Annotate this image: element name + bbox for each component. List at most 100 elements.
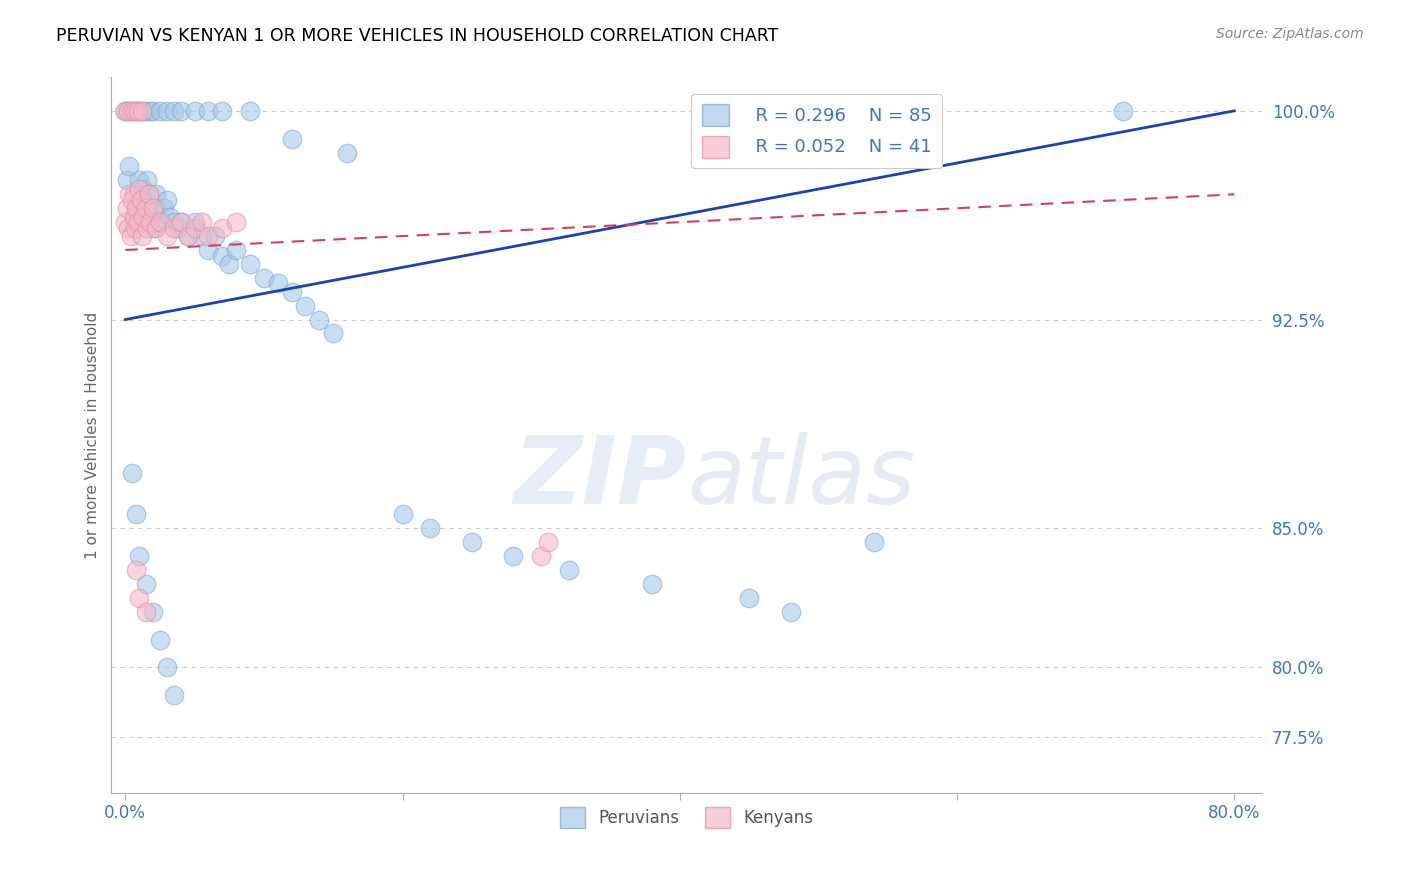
Point [135, 605, 157, 619]
Point [143, 220, 166, 235]
Point [163, 220, 186, 235]
Point [128, 549, 150, 563]
Point [149, 215, 172, 229]
Point [211, 248, 233, 262]
Point [163, 688, 186, 702]
Point [127, 103, 149, 118]
Point [121, 466, 143, 480]
Point [156, 103, 179, 118]
Point [121, 103, 143, 118]
Point [461, 535, 484, 549]
Point [127, 103, 149, 118]
Point [117, 103, 139, 118]
Point [558, 563, 581, 577]
Point [124, 103, 146, 118]
Point [125, 201, 148, 215]
Point [197, 103, 219, 118]
Point [125, 563, 148, 577]
Point [142, 201, 165, 215]
Point [294, 299, 316, 313]
Point [863, 535, 886, 549]
Point [115, 173, 138, 187]
Point [197, 229, 219, 244]
Point [156, 193, 179, 207]
Point [146, 201, 169, 215]
Point [118, 160, 141, 174]
Text: atlas: atlas [686, 433, 915, 524]
Point [641, 577, 664, 591]
Point [211, 103, 233, 118]
Point [134, 193, 156, 207]
Text: Source: ZipAtlas.com: Source: ZipAtlas.com [1216, 27, 1364, 41]
Point [132, 182, 155, 196]
Point [145, 220, 167, 235]
Point [239, 103, 262, 118]
Point [142, 605, 165, 619]
Point [138, 187, 160, 202]
Point [114, 103, 136, 118]
Point [779, 605, 801, 619]
Point [156, 660, 179, 674]
Point [280, 285, 302, 299]
Point [125, 201, 148, 215]
Point [121, 193, 143, 207]
Point [183, 215, 205, 229]
Point [176, 229, 198, 244]
Point [135, 577, 157, 591]
Point [138, 187, 160, 202]
Point [280, 131, 302, 145]
Point [135, 201, 157, 215]
Point [125, 508, 148, 522]
Point [190, 229, 212, 244]
Point [149, 103, 172, 118]
Point [132, 210, 155, 224]
Point [1112, 103, 1135, 118]
Point [129, 215, 152, 229]
Point [131, 103, 153, 118]
Point [163, 215, 186, 229]
Point [225, 243, 247, 257]
Point [142, 103, 165, 118]
Point [153, 201, 176, 215]
Point [149, 632, 172, 647]
Point [118, 187, 141, 202]
Point [537, 535, 560, 549]
Point [267, 277, 290, 291]
Point [170, 103, 193, 118]
Point [197, 243, 219, 257]
Point [149, 215, 172, 229]
Point [183, 103, 205, 118]
Legend: Peruvians, Kenyans: Peruvians, Kenyans [554, 801, 820, 834]
Point [120, 229, 142, 244]
Point [145, 187, 167, 202]
Point [156, 229, 179, 244]
Point [502, 549, 524, 563]
Point [135, 103, 157, 118]
Point [170, 215, 193, 229]
Point [121, 103, 143, 118]
Point [128, 182, 150, 196]
Point [139, 215, 162, 229]
Point [218, 257, 240, 271]
Text: PERUVIAN VS KENYAN 1 OR MORE VEHICLES IN HOUSEHOLD CORRELATION CHART: PERUVIAN VS KENYAN 1 OR MORE VEHICLES IN… [56, 27, 779, 45]
Point [128, 173, 150, 187]
Point [253, 270, 276, 285]
Point [129, 193, 152, 207]
Point [124, 220, 146, 235]
Point [117, 103, 139, 118]
Point [419, 521, 441, 535]
Point [204, 229, 226, 244]
Point [167, 220, 190, 235]
Point [122, 187, 145, 202]
Point [114, 215, 136, 229]
Point [322, 326, 344, 341]
Point [131, 103, 153, 118]
Point [128, 591, 150, 605]
Point [170, 215, 193, 229]
Point [163, 103, 186, 118]
Point [176, 229, 198, 244]
Point [115, 201, 138, 215]
Y-axis label: 1 or more Vehicles in Household: 1 or more Vehicles in Household [86, 311, 100, 558]
Point [159, 210, 181, 224]
Point [136, 220, 159, 235]
